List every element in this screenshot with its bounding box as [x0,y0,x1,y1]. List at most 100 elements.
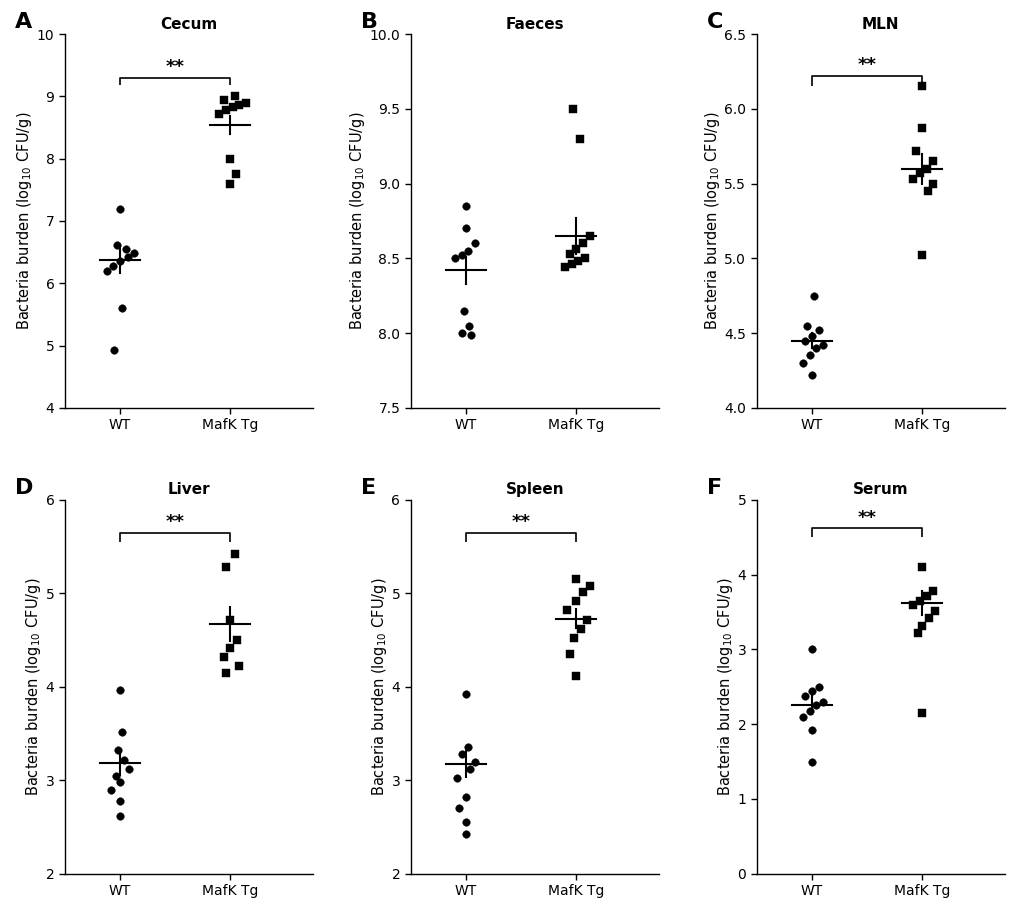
Point [909,625,925,640]
Text: E: E [361,477,376,498]
Point [103,782,119,797]
Point [460,244,476,258]
Point [215,649,231,664]
Point [794,709,810,724]
Text: C: C [706,12,722,32]
Point [105,258,121,273]
Point [109,743,125,758]
Point [924,176,941,191]
Point [807,341,823,355]
Point [913,560,929,574]
Point [217,560,233,574]
Point [803,368,819,383]
Point [809,323,825,338]
Point [574,584,590,599]
Point [117,242,133,257]
Point [466,754,482,769]
Point [905,172,921,186]
Point [920,611,936,625]
Point [803,642,819,656]
Point [919,184,935,198]
Point [126,246,143,260]
Point [566,631,582,645]
Point [911,593,927,608]
Y-axis label: Bacteria burden (log$_{10}$ CFU/g): Bacteria burden (log$_{10}$ CFU/g) [15,111,34,331]
Point [574,236,590,251]
Point [224,100,240,114]
Point [805,289,821,303]
Title: Cecum: Cecum [160,16,217,32]
Y-axis label: Bacteria burden (log$_{10}$ CFU/g): Bacteria burden (log$_{10}$ CFU/g) [369,578,388,796]
Point [807,698,823,713]
Point [558,603,575,617]
Title: Liver: Liver [167,482,210,498]
Point [112,793,128,808]
Point [237,95,254,110]
Point [568,668,584,683]
Point [450,801,467,815]
Point [217,103,233,118]
Point [803,329,819,343]
Point [565,101,581,116]
Point [926,603,943,618]
Title: MLN: MLN [861,16,899,32]
Text: **: ** [857,509,875,527]
Point [794,356,810,371]
Point [571,131,587,146]
Point [581,579,597,593]
Point [911,166,927,181]
Point [107,768,123,782]
Point [913,706,929,720]
Point [462,761,478,776]
Point [796,688,812,703]
Point [452,248,469,263]
Point [577,251,593,266]
Point [801,348,817,362]
Point [917,162,933,176]
Point [796,333,812,348]
Point [112,201,128,215]
Point [799,319,815,333]
Point [217,666,233,680]
Point [463,327,479,341]
Point [924,583,941,598]
Point [560,247,577,261]
Point [814,695,830,709]
Y-axis label: Bacteria burden (log$_{10}$ CFU/g): Bacteria burden (log$_{10}$ CFU/g) [702,111,720,331]
Point [112,682,128,697]
Point [560,646,577,661]
Point [568,593,584,608]
Point [458,827,474,842]
Text: A: A [15,12,33,32]
Point [114,724,130,739]
Point [120,761,137,776]
Point [572,622,588,636]
Point [228,633,245,647]
Y-axis label: Bacteria burden (log$_{10}$ CFU/g): Bacteria burden (log$_{10}$ CFU/g) [347,111,367,331]
Point [106,342,122,357]
Point [452,747,469,761]
Point [803,723,819,738]
Point [108,237,124,252]
Point [917,588,933,603]
Point [119,250,136,265]
Point [226,89,243,104]
Point [803,754,819,769]
Point [579,613,595,627]
Point [461,319,477,333]
Title: Serum: Serum [852,482,908,498]
Point [222,152,238,166]
Point [803,683,819,698]
Point [446,251,463,266]
Point [814,338,830,352]
Point [448,771,465,785]
Point [114,301,130,316]
Text: **: ** [165,513,184,530]
Point [913,121,929,136]
Point [458,199,474,214]
Title: Faeces: Faeces [505,16,564,32]
Point [907,143,923,158]
Point [112,254,128,268]
Point [215,92,231,107]
Point [112,808,128,823]
